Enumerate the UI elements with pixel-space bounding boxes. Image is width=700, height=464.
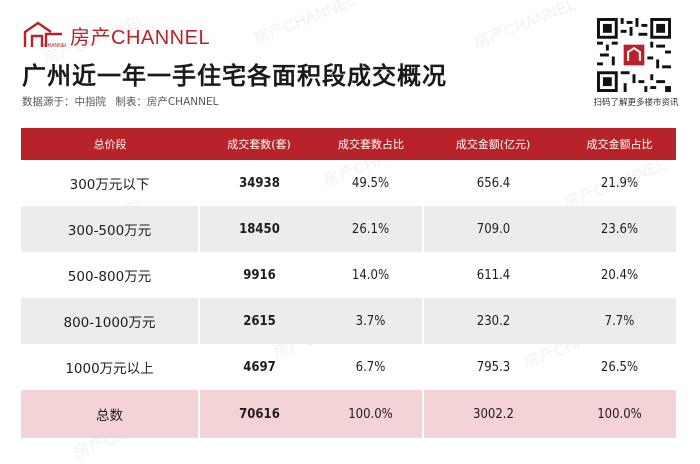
table-row: 300-500万元 18450 26.1% 709.0 23.6% [21,206,676,252]
data-source: 数据源于：中指院 [22,96,106,108]
table-row: 800-1000万元 2615 3.7% 230.2 7.7% [21,298,676,344]
cell-band: 800-1000万元 [21,298,199,344]
cell-band: 500-800万元 [67,269,152,285]
cell-total-label: 总数 [21,390,199,438]
svg-text:CHANNEL: CHANNEL [44,43,66,49]
col-header-amount-share: 成交金额占比 [563,128,676,160]
col-header-units: 成交套数(套) [199,128,319,160]
table-row: 300万元以下 34938 49.5% 656.4 21.9% [21,160,676,206]
cell-amount-share: 21.9% [600,175,639,191]
transaction-table: 总价段 成交套数(套) 成交套数占比 成交金额(亿元) 成交金额占比 300万元… [21,128,676,438]
cell-amount-share: 23.6% [563,206,676,252]
table-header-row: 总价段 成交套数(套) 成交套数占比 成交金额(亿元) 成交金额占比 [21,128,676,160]
cell-amount: 795.3 [422,344,563,390]
header: CHANNEL 房产CHANNEL 广州近一年一手住宅各面积段成交概况 数据源于… [0,0,700,112]
cell-amount: 656.4 [422,160,563,206]
cell-amount: 230.2 [422,298,563,344]
cell-units: 9916 [198,252,319,298]
made-by: 制表：房产CHANNEL [115,96,219,108]
cell-total-units: 70616 [198,390,319,438]
cell-amount-share: 26.5% [600,359,639,375]
brand-logo[interactable]: CHANNEL 房产CHANNEL [22,20,210,50]
cell-total-amount-share: 100.0% [563,390,676,438]
cell-units-share: 6.7% [355,359,386,375]
cell-band: 300-500万元 [21,206,199,252]
table-total-row: 总数 70616 100.0% 3002.2 100.0% [21,390,676,438]
cell-units: 34938 [198,160,319,206]
col-header-units-share: 成交套数占比 [319,128,423,160]
table-row: 1000万元以上 4697 6.7% 795.3 26.5% [21,344,676,390]
cell-band: 300万元以下 [69,177,150,193]
cell-units: 18450 [198,206,319,252]
cell-amount-share: 20.4% [600,267,639,283]
col-header-amount: 成交金额(亿元) [423,128,563,160]
cell-units-share: 14.0% [351,267,390,283]
qr-code-icon[interactable] [597,18,671,92]
col-header-price-band: 总价段 [21,128,199,160]
qr-caption: 扫码了解更多楼市资讯 [593,98,679,108]
house-outline-icon: CHANNEL [23,21,66,49]
cell-total-amount: 3002.2 [422,390,563,438]
cell-band: 1000万元以上 [65,361,154,377]
table-row: 500-800万元 9916 14.0% 611.4 20.4% [21,252,676,298]
cell-total-units-share: 100.0% [319,390,423,438]
cell-units: 4697 [198,344,319,390]
source-line: 数据源于：中指院 制表：房产CHANNEL [22,94,224,109]
page-title: 广州近一年一手住宅各面积段成交概况 [22,62,447,90]
cell-units-share: 3.7% [319,298,423,344]
cell-amount: 611.4 [422,252,563,298]
brand-name: 房产CHANNEL [70,26,211,49]
cell-amount: 709.0 [422,206,563,252]
cell-units-share: 26.1% [319,206,423,252]
cell-units-share: 49.5% [351,175,390,191]
cell-units: 2615 [198,298,319,344]
cell-amount-share: 7.7% [563,298,676,344]
